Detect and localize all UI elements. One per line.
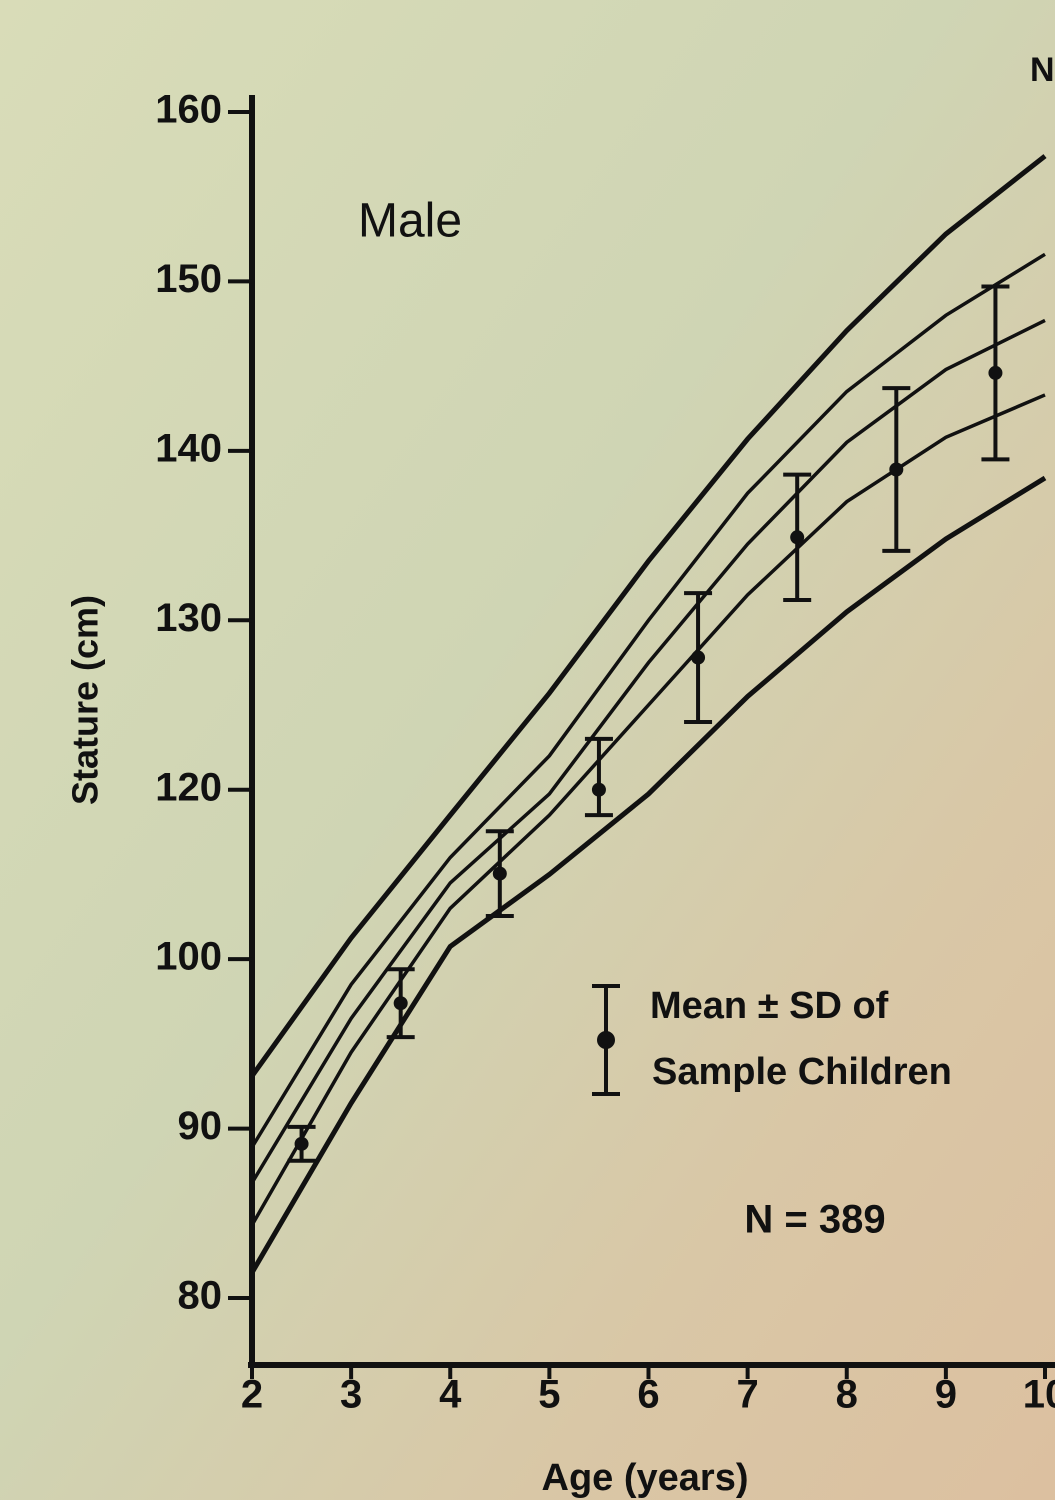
x-tick-label: 8 [836,1373,858,1417]
y-tick-label: 90 [178,1104,223,1148]
y-tick-label: 120 [155,765,222,809]
y-tick-label: 140 [155,426,222,470]
chart: Male Stature (cm) Age (years) Mean ± SD … [0,0,1055,1500]
mean-point [988,366,1002,380]
x-axis-label: Age (years) [542,1457,749,1499]
background [0,0,1055,1500]
x-tick-label: 5 [538,1373,560,1417]
legend-label: Sample Children [652,1051,952,1093]
mean-point [592,783,606,797]
mean-point [691,651,705,665]
mean-point [493,867,507,881]
mean-point [295,1137,309,1151]
y-axis-label: Stature (cm) [65,595,106,805]
y-tick-label: 150 [155,257,222,301]
annotation: N = 389 [744,1198,885,1242]
mean-point [394,996,408,1010]
x-tick-label: 9 [935,1373,957,1417]
y-tick-label: 80 [178,1274,223,1318]
x-tick-label: 7 [737,1373,759,1417]
x-tick-label: 4 [439,1373,462,1417]
x-tick-label: 2 [241,1373,263,1417]
x-tick-label: 6 [637,1373,659,1417]
x-tick-label: 10 [1023,1373,1055,1417]
mean-point [790,530,804,544]
chart-title: Male [358,195,462,248]
mean-point [889,462,903,476]
y-tick-label: 100 [155,935,222,979]
legend-label: Mean ± SD of [650,985,889,1027]
y-tick-label: 130 [155,596,222,640]
x-tick-label: 3 [340,1373,362,1417]
y-tick-label: 160 [155,88,222,132]
annotation: N [1030,51,1055,89]
page: {"chart_data":{"type":"line","title":"Ma… [0,0,1055,1500]
